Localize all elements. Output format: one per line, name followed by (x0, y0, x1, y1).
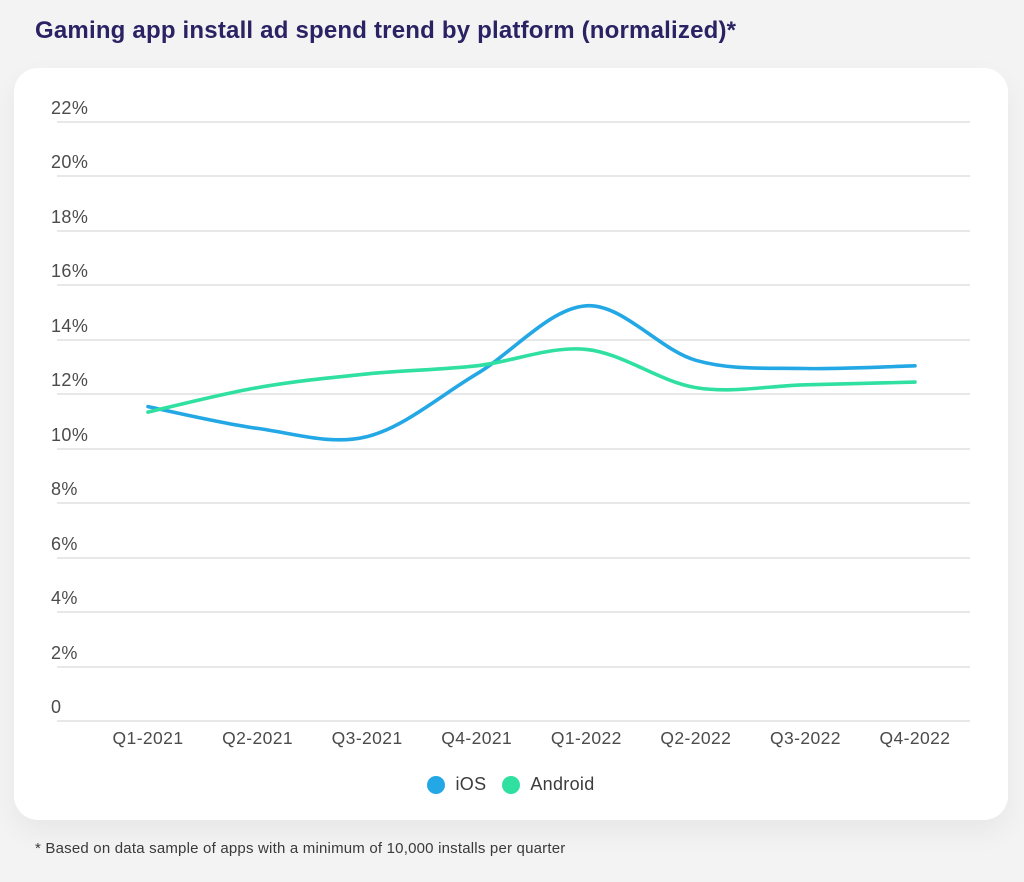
gridline (57, 284, 970, 286)
x-tick-label: Q1-2021 (112, 728, 184, 748)
y-tick-label: 2% (51, 642, 78, 663)
y-tick-label: 22% (51, 97, 89, 118)
y-tick-label: 14% (51, 315, 89, 336)
android-legend-dot-icon (502, 775, 521, 794)
gridline (57, 229, 970, 232)
legend-item-ios: iOS (427, 774, 486, 795)
y-tick-label: 10% (51, 424, 89, 445)
gridline (57, 665, 970, 668)
gridline (57, 611, 970, 613)
gridline (57, 120, 970, 123)
gridline (57, 338, 970, 341)
gridline (57, 502, 970, 504)
line-plot (146, 303, 917, 442)
android-line (146, 347, 917, 414)
y-tick-label: 0 (51, 697, 62, 717)
gridline (57, 720, 970, 722)
legend-item-android: Android (502, 774, 594, 795)
y-tick-label: 12% (51, 370, 89, 390)
y-tick-label: 18% (51, 206, 89, 227)
chart-title: Gaming app install ad spend trend by pla… (35, 17, 737, 44)
ios-legend-dot-icon (427, 775, 446, 794)
legend-label: Android (530, 774, 595, 794)
y-tick-label: 6% (51, 533, 78, 554)
y-tick-label: 8% (51, 479, 78, 499)
x-tick-label: Q2-2021 (222, 728, 294, 748)
gridline (57, 556, 970, 559)
x-tick-label: Q4-2022 (879, 728, 951, 748)
footnote: * Based on data sample of apps with a mi… (35, 840, 566, 857)
legend: iOS Android (14, 774, 1008, 795)
y-tick-label: 20% (51, 152, 89, 172)
x-tick-label: Q3-2022 (769, 728, 841, 748)
x-tick-label: Q2-2022 (660, 728, 732, 748)
gridline (57, 447, 970, 450)
legend-label: iOS (455, 774, 487, 794)
gridline (57, 175, 970, 177)
x-tick-label: Q1-2022 (550, 728, 622, 748)
y-tick-label: 4% (51, 588, 78, 608)
ios-line (146, 303, 917, 442)
y-tick-label: 16% (51, 261, 89, 281)
x-tick-label: Q4-2021 (441, 728, 513, 748)
x-tick-label: Q3-2021 (331, 728, 403, 748)
gridline (57, 393, 970, 395)
chart-card: 22% 20% 18% 16% 14% 12% 10% 8% 6% 4% 2% 0 Q1-2021 Q2… (14, 68, 1008, 820)
